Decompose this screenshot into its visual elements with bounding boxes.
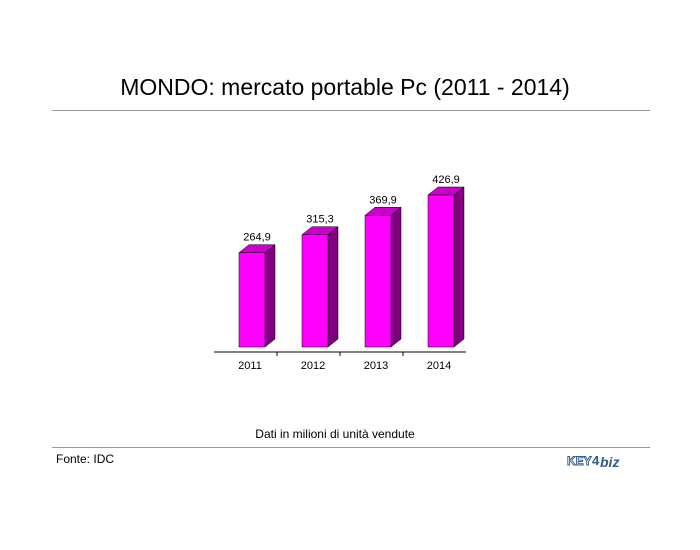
units-note: Dati in milioni di unità vendute bbox=[255, 427, 415, 441]
bar-side bbox=[390, 206, 402, 348]
chart-title: MONDO: mercato portable Pc (2011 - 2014) bbox=[120, 74, 570, 100]
key4biz-logo: KEY 4 biz bbox=[567, 453, 619, 470]
svg-text:4: 4 bbox=[592, 453, 600, 468]
bar-side bbox=[453, 186, 465, 348]
data-label: 315,3 bbox=[306, 214, 334, 226]
bar-side bbox=[264, 244, 276, 348]
data-label: 369,9 bbox=[369, 194, 397, 206]
bar bbox=[238, 252, 266, 348]
svg-text:biz: biz bbox=[600, 454, 619, 470]
bar bbox=[427, 194, 455, 348]
x-tick-label: 2014 bbox=[427, 360, 451, 372]
footer-divider bbox=[52, 447, 650, 448]
source-label: Fonte: IDC bbox=[56, 452, 115, 466]
data-label: 426,9 bbox=[432, 174, 460, 186]
bar bbox=[364, 215, 392, 348]
x-tick-label: 2012 bbox=[301, 360, 325, 372]
bar bbox=[301, 234, 329, 348]
bar-side bbox=[327, 226, 339, 348]
x-tick-label: 2011 bbox=[238, 360, 262, 372]
data-label: 264,9 bbox=[243, 232, 271, 244]
x-tick-label: 2013 bbox=[364, 360, 388, 372]
svg-text:KEY: KEY bbox=[567, 454, 592, 468]
title-divider bbox=[52, 110, 650, 111]
